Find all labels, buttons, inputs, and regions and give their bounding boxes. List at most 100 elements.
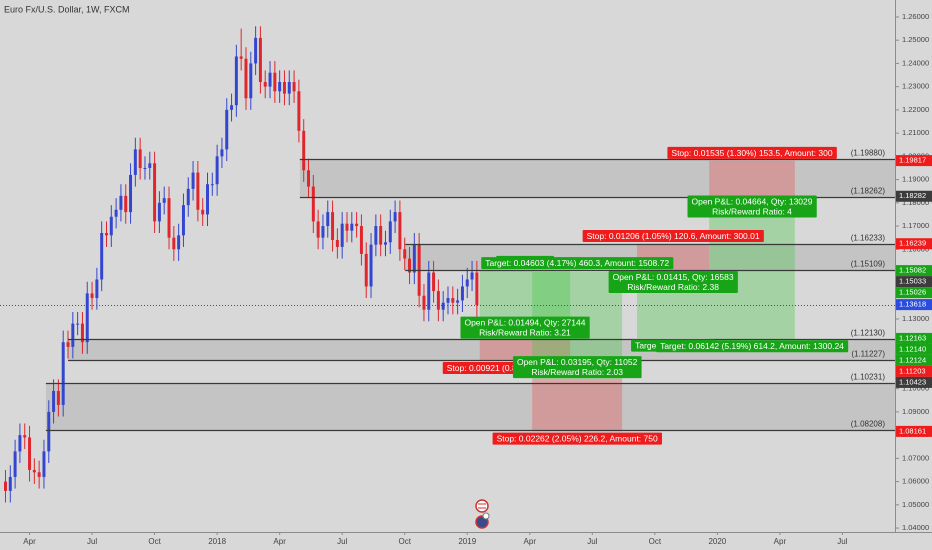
pnl-label-text: Open P&L: 0.04664, Qty: 13029 bbox=[692, 197, 813, 207]
candle-body bbox=[412, 244, 416, 273]
candle-body bbox=[335, 239, 339, 247]
y-tick-label: 1.18000 bbox=[902, 198, 929, 207]
zone bbox=[45, 383, 895, 431]
candle-body bbox=[465, 279, 469, 287]
candle-body bbox=[234, 56, 238, 106]
price-tag bbox=[896, 287, 932, 299]
candle-body bbox=[56, 390, 60, 405]
price-tag bbox=[896, 238, 932, 250]
y-tick-label: 1.23000 bbox=[902, 82, 929, 91]
price-tag-label: 1.13618 bbox=[899, 300, 926, 309]
x-tick-label: Apr bbox=[23, 537, 36, 546]
pnl-label-text: Risk/Reward Ratio: 4 bbox=[712, 207, 792, 217]
x-tick-label: Oct bbox=[398, 537, 411, 546]
candle-body bbox=[18, 435, 22, 452]
candle-body bbox=[3, 481, 7, 491]
candle-body bbox=[273, 72, 277, 92]
price-tag-label: 1.18282 bbox=[899, 191, 926, 200]
event-icons bbox=[475, 499, 490, 529]
candle-body bbox=[177, 235, 181, 250]
pnl-label-text: Risk/Reward Ratio: 2.03 bbox=[531, 367, 623, 377]
candle-body bbox=[230, 105, 234, 110]
candle-body bbox=[350, 223, 354, 231]
candle-body bbox=[206, 184, 209, 215]
candle-body bbox=[138, 149, 142, 168]
price-tag bbox=[896, 299, 932, 311]
candle-body bbox=[383, 242, 387, 245]
candle-body bbox=[408, 258, 412, 273]
candle-body bbox=[345, 223, 349, 231]
candle-body bbox=[133, 149, 137, 175]
candle-body bbox=[254, 37, 258, 64]
candle-body bbox=[95, 279, 99, 299]
candle-body bbox=[47, 411, 51, 452]
x-tick-label: Jul bbox=[587, 537, 597, 546]
candle-body bbox=[379, 226, 383, 245]
zones-layer bbox=[45, 159, 895, 431]
target-zone bbox=[709, 196, 795, 339]
y-tick-label: 1.19000 bbox=[902, 175, 929, 184]
candle-body bbox=[307, 170, 311, 187]
candle-body bbox=[340, 223, 344, 247]
price-tag-label: 1.10423 bbox=[899, 377, 926, 386]
candle-body bbox=[100, 233, 104, 280]
candle-body bbox=[287, 82, 291, 94]
candle-body bbox=[114, 209, 118, 217]
candle-body bbox=[278, 82, 282, 92]
price-tag bbox=[896, 276, 932, 288]
candle-body bbox=[436, 291, 440, 310]
candle-body bbox=[210, 184, 214, 186]
candle-body bbox=[37, 472, 41, 477]
y-tick-label: 1.05000 bbox=[902, 500, 929, 509]
candle-body bbox=[225, 109, 229, 150]
price-tag-label: 1.15026 bbox=[899, 288, 926, 297]
candle-body bbox=[359, 226, 363, 254]
candle-body bbox=[66, 342, 70, 347]
price-tag-label: 1.12124 bbox=[899, 355, 926, 364]
x-tick-label: Jul bbox=[87, 537, 97, 546]
price-tag-label: 1.15033 bbox=[899, 277, 926, 286]
pnl-label bbox=[687, 195, 817, 218]
candle-body bbox=[326, 212, 330, 227]
candle-body bbox=[249, 63, 253, 99]
candle-body bbox=[475, 272, 479, 306]
candle-body bbox=[32, 469, 36, 473]
candle-body bbox=[80, 323, 84, 343]
x-tick-label: 2020 bbox=[708, 537, 726, 546]
x-tick-label: Oct bbox=[148, 537, 161, 546]
candle-body bbox=[13, 451, 17, 477]
pnl-label bbox=[512, 356, 642, 379]
candle-body bbox=[432, 272, 436, 292]
stop-label-text: Stop: 0.02262 (2.05%) 226.2, Amount: 750 bbox=[497, 434, 658, 444]
candle-body bbox=[52, 390, 56, 412]
pnl-label-text: Risk/Reward Ratio: 3.21 bbox=[479, 328, 571, 338]
price-tag bbox=[896, 425, 932, 437]
candle-body bbox=[355, 223, 359, 227]
price-tag bbox=[896, 155, 932, 167]
candle-body bbox=[143, 167, 147, 169]
candle-body bbox=[71, 323, 75, 347]
event-icon[interactable] bbox=[475, 499, 489, 513]
pnl-label bbox=[460, 316, 590, 339]
level-label: (1.11227) bbox=[851, 350, 885, 359]
price-tag-label: 1.19817 bbox=[899, 156, 926, 165]
pnl-label bbox=[608, 270, 738, 293]
candle-body bbox=[90, 293, 94, 299]
candle-body bbox=[302, 130, 306, 171]
candle-body bbox=[167, 198, 171, 238]
candle-body bbox=[181, 205, 185, 236]
candle-body bbox=[470, 272, 474, 280]
price-tag bbox=[896, 190, 932, 202]
x-tick-label: Apr bbox=[273, 537, 286, 546]
candle-body bbox=[292, 82, 296, 92]
stop-label-text: Stop: 0.01206 (1.05%) 120.6, Amount: 300… bbox=[587, 231, 760, 241]
candle-body bbox=[28, 437, 32, 470]
level-label: (1.16233) bbox=[851, 234, 886, 243]
candle-body bbox=[331, 212, 335, 240]
target-label bbox=[656, 340, 849, 353]
y-tick-label: 1.21000 bbox=[902, 128, 929, 137]
x-tick-label: Jul bbox=[337, 537, 347, 546]
y-tick-label: 1.04000 bbox=[902, 523, 929, 532]
